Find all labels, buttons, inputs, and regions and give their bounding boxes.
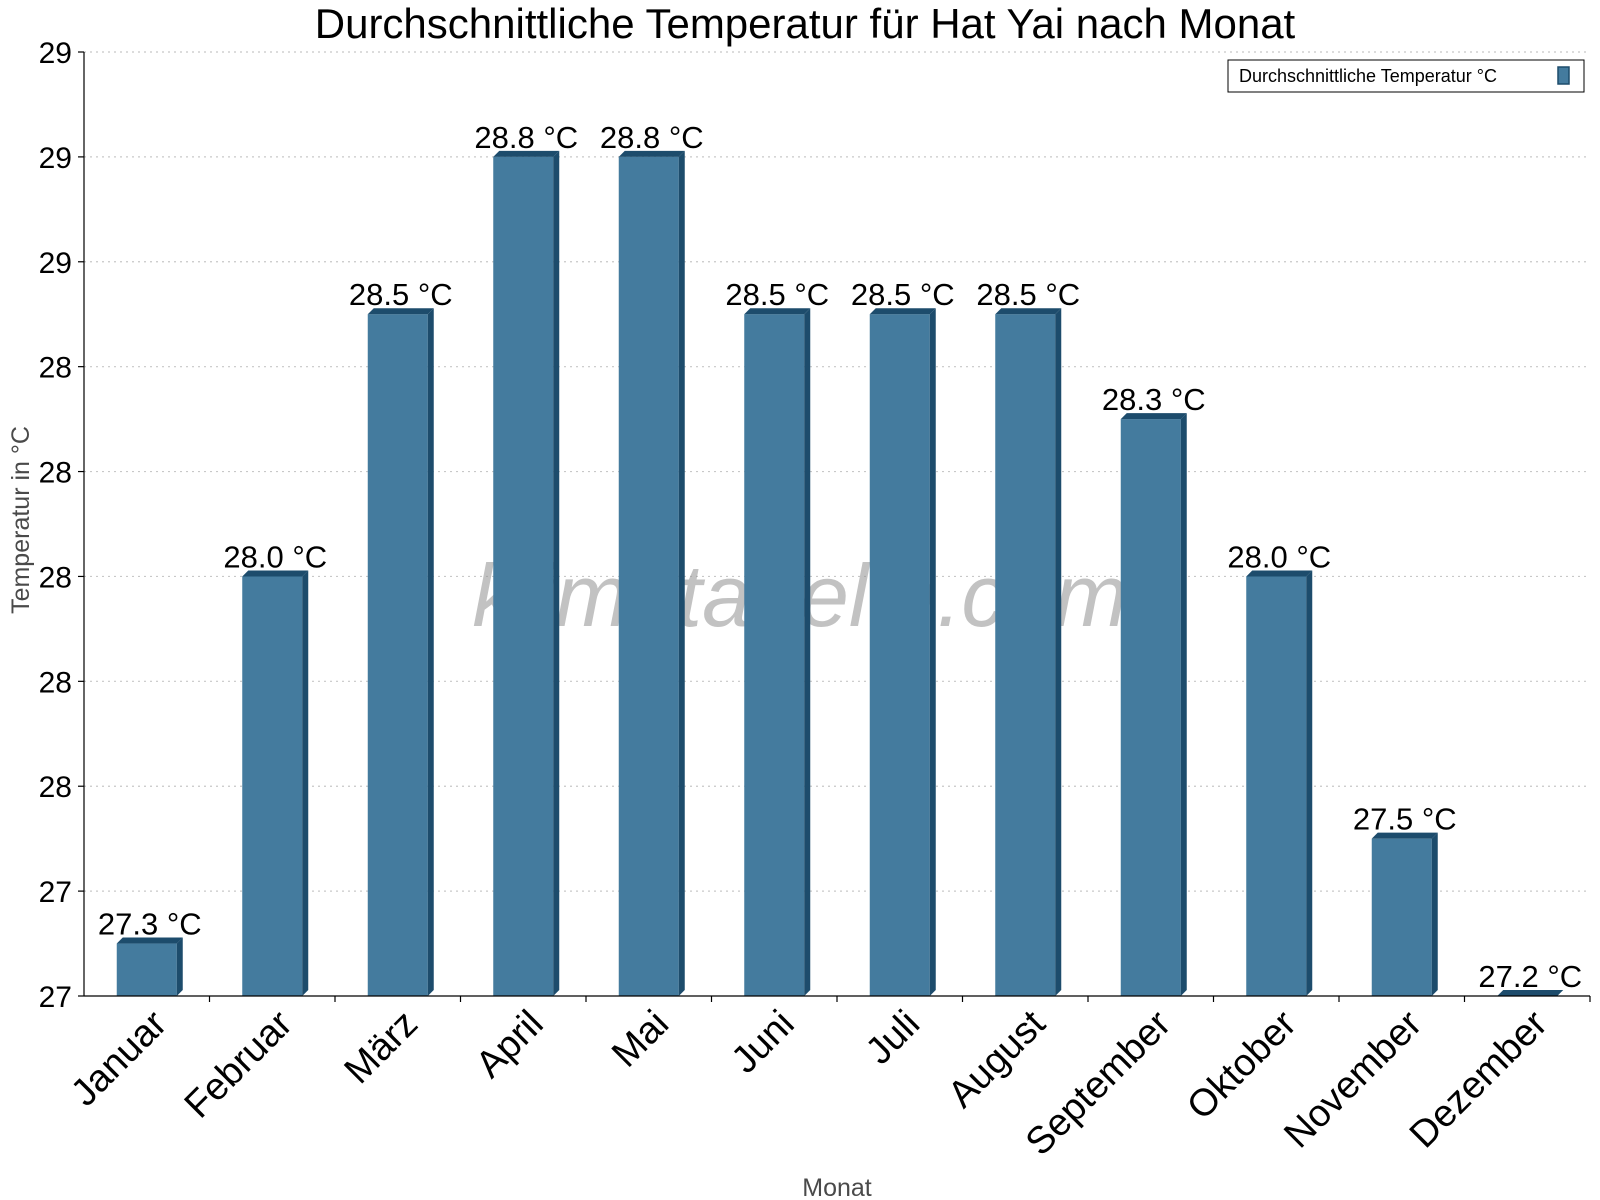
bar-top	[995, 308, 1062, 315]
y-tick-label: 28	[39, 352, 72, 385]
bar	[242, 570, 309, 996]
bar-face	[242, 576, 303, 996]
bars	[116, 150, 1564, 997]
bar	[1246, 570, 1313, 996]
bar-face	[618, 156, 679, 996]
bar	[367, 308, 434, 996]
x-tick-label: April	[468, 1003, 551, 1086]
legend-box	[1227, 59, 1585, 93]
bar-side	[1180, 413, 1187, 997]
data-label: 28.5 °C	[349, 277, 453, 312]
bar-top	[618, 150, 685, 157]
bar-face	[1120, 419, 1181, 997]
x-axis-label: Monat	[802, 1174, 872, 1200]
bar-top	[869, 308, 936, 315]
y-ticks: 27 27 28 28 28 28 28 29 29 29	[39, 37, 84, 1014]
x-tick-label: Dezember	[1402, 1002, 1556, 1156]
data-label: 28.0 °C	[1227, 539, 1331, 574]
data-label: 27.3 °C	[98, 907, 202, 942]
bar-face	[116, 943, 177, 996]
bar-side	[1306, 570, 1313, 996]
bar-face	[995, 314, 1056, 996]
data-label: 27.2 °C	[1478, 959, 1582, 994]
bar-side	[804, 308, 811, 996]
bar-top	[493, 150, 560, 157]
bar-top	[1371, 832, 1438, 839]
bar-face	[367, 314, 428, 996]
bar-top	[1120, 413, 1187, 420]
data-label: 28.5 °C	[851, 277, 955, 312]
bar-face	[1246, 576, 1307, 996]
bar-side	[1055, 308, 1062, 996]
bar-top	[744, 308, 811, 315]
bar	[744, 308, 811, 996]
y-tick-label: 28	[39, 771, 72, 804]
bar-top	[367, 308, 434, 315]
y-axis-label: Temperatur in °C	[7, 426, 35, 614]
bar-side	[929, 308, 936, 996]
y-tick-label: 28	[39, 561, 72, 594]
bar	[1371, 832, 1438, 996]
axes	[83, 52, 1590, 997]
bar-side	[302, 570, 309, 996]
data-label: 28.8 °C	[474, 120, 578, 155]
x-tick-label: Januar	[63, 1002, 175, 1114]
data-label: 28.5 °C	[976, 277, 1080, 312]
x-tick-label: Februar	[177, 1002, 301, 1126]
bar	[869, 308, 936, 996]
bar	[1120, 413, 1187, 997]
bar-face	[493, 156, 554, 996]
data-label: 28.3 °C	[1102, 382, 1206, 417]
x-tick-label: Juli	[858, 1003, 928, 1073]
bar	[995, 308, 1062, 996]
x-tick-label: März	[337, 1003, 426, 1092]
y-tick-label: 29	[39, 37, 72, 70]
y-tick-label: 28	[39, 666, 72, 699]
legend-label: Durchschnittliche Temperatur °C	[1239, 66, 1497, 86]
y-tick-label: 29	[39, 142, 72, 175]
bar-side	[176, 937, 183, 996]
x-tick-label: Oktober	[1179, 1002, 1305, 1128]
data-label: 28.0 °C	[223, 539, 327, 574]
bar	[493, 150, 560, 996]
y-tick-label: 27	[39, 981, 72, 1014]
y-tick-label: 29	[39, 247, 72, 280]
bar	[116, 937, 183, 996]
data-label: 28.8 °C	[600, 120, 704, 155]
data-label: 28.5 °C	[725, 277, 829, 312]
data-label: 27.5 °C	[1353, 802, 1457, 837]
x-tick-label: August	[940, 1002, 1054, 1116]
bar-face	[1371, 838, 1432, 996]
legend: Durchschnittliche Temperatur °C	[1227, 59, 1585, 93]
y-tick-label: 27	[39, 876, 72, 909]
bar-top	[116, 937, 183, 944]
bar-side	[1431, 832, 1438, 996]
data-labels: 27.3 °C 28.0 °C 28.5 °C 28.8 °C 28.8 °C 28.5 …	[98, 120, 1582, 994]
x-tick-label: Mai	[604, 1003, 677, 1076]
bar-side	[678, 150, 685, 996]
x-tick-label: Juni	[724, 1003, 803, 1082]
bar-top	[1246, 570, 1313, 577]
legend-swatch	[1557, 66, 1570, 85]
bar-face	[869, 314, 930, 996]
bar-top	[1497, 990, 1564, 996]
x-ticks: Januar Februar März April Mai Juni Juli AugustS…	[63, 996, 1591, 1164]
grid-lines	[84, 51, 1590, 892]
bar-face	[744, 314, 805, 996]
bar-side	[427, 308, 434, 996]
bar	[618, 150, 685, 996]
y-tick-label: 28	[39, 457, 72, 490]
bar	[1497, 990, 1564, 996]
bar-top	[242, 570, 309, 577]
bar-side	[553, 150, 560, 996]
chart-title: Durchschnittliche Temperatur für Hat Yai…	[315, 0, 1296, 47]
